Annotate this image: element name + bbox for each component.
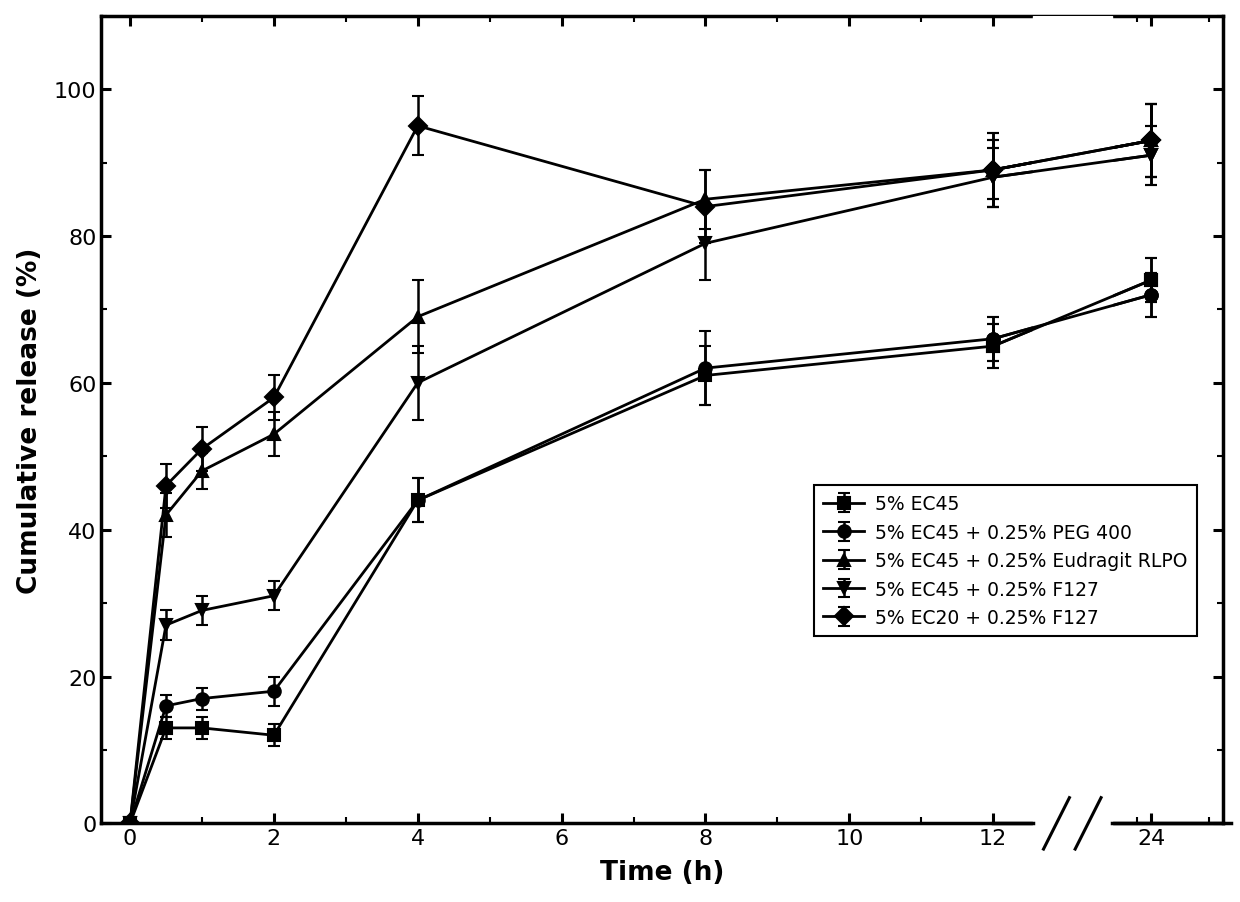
Bar	[1033, 824, 1112, 882]
X-axis label: Time (h): Time (h)	[600, 860, 724, 886]
Bar	[1033, 16, 1112, 824]
Y-axis label: Cumulative release (%): Cumulative release (%)	[16, 247, 42, 593]
Legend: 5% EC45, 5% EC45 + 0.25% PEG 400, 5% EC45 + 0.25% Eudragit RLPO, 5% EC45 + 0.25%: 5% EC45, 5% EC45 + 0.25% PEG 400, 5% EC4…	[813, 485, 1197, 637]
